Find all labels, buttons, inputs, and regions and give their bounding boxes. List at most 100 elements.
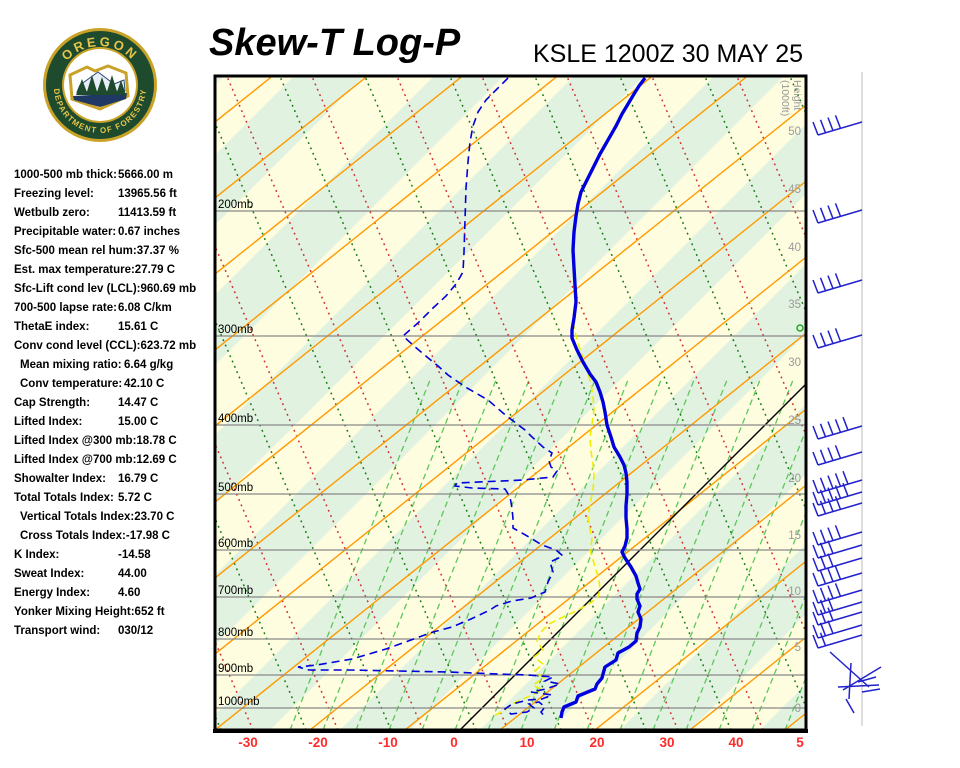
stat-row: K Index: -14.58 xyxy=(14,546,214,565)
height-axis-title: Height xyxy=(791,80,803,110)
stat-value: 0.67 inches xyxy=(118,226,181,238)
stat-value: 23.70 C xyxy=(134,511,175,523)
stat-value: 5.72 C xyxy=(118,492,152,504)
stat-label: Lifted Index @700 mb: xyxy=(14,454,137,466)
stat-row: Cross Totals Index:-17.98 C xyxy=(14,527,214,546)
dewpoint-trace xyxy=(297,77,565,718)
stat-value: 5666.00 m xyxy=(118,169,173,181)
stat-label: Wetbulb zero: xyxy=(14,207,90,219)
stat-label: Cross Totals Index: xyxy=(20,530,126,542)
stat-label: Lifted Index: xyxy=(14,416,83,428)
temperature-trace xyxy=(559,77,647,719)
stat-value: 14.47 C xyxy=(118,397,159,409)
stat-row: 700-500 lapse rate:6.08 C/km xyxy=(14,299,214,318)
stat-row: Vertical Totals Index:23.70 C xyxy=(14,508,214,527)
wind-barbs xyxy=(812,115,882,714)
svg-text:20: 20 xyxy=(589,735,604,750)
stat-value: 18.78 C xyxy=(136,435,177,447)
svg-text:5: 5 xyxy=(796,735,804,750)
svg-text:30: 30 xyxy=(659,735,674,750)
stat-row: Yonker Mixing Height:652 ft xyxy=(14,603,214,622)
svg-text:700mb: 700mb xyxy=(218,585,253,597)
stat-label: Sweat Index: xyxy=(14,568,85,580)
stat-value: 37.37 % xyxy=(136,245,179,257)
svg-text:50: 50 xyxy=(788,126,801,138)
stat-row: Est. max temperature:27.79 C xyxy=(14,261,214,280)
stat-row: ThetaE index: 15.61 C xyxy=(14,318,214,337)
svg-text:0: 0 xyxy=(795,703,801,715)
wetbulb-trace xyxy=(490,321,601,718)
stat-value: 4.60 xyxy=(118,587,141,599)
stat-row: Energy Index: 4.60 xyxy=(14,584,214,603)
stat-label: Yonker Mixing Height: xyxy=(14,606,135,618)
svg-text:35: 35 xyxy=(788,299,801,311)
stat-row: Wetbulb zero: 11413.59 ft xyxy=(14,204,214,223)
stat-label: ThetaE index: xyxy=(14,321,90,333)
stat-value: 030/12 xyxy=(118,625,154,637)
svg-text:600mb: 600mb xyxy=(218,538,253,550)
stat-label: Energy Index: xyxy=(14,587,91,599)
stat-label: Freezing level: xyxy=(14,188,94,200)
stat-value: 12.69 C xyxy=(136,454,177,466)
page-title: Skew-T Log-P xyxy=(209,22,461,64)
stat-label: Transport wind: xyxy=(14,625,101,637)
svg-text:15: 15 xyxy=(788,530,801,542)
stat-row: Total Totals Index: 5.72 C xyxy=(14,489,214,508)
stat-row: 1000-500 mb thick:5666.00 m xyxy=(14,166,214,185)
stat-label: Vertical Totals Index: xyxy=(20,511,135,523)
stat-label: K Index: xyxy=(14,549,60,561)
stat-row: Cap Strength: 14.47 C xyxy=(14,394,214,413)
stat-row: Sfc-500 mean rel hum:37.37 % xyxy=(14,242,214,261)
odf-logo: OREGON DEPARTMENT OF FORESTRY xyxy=(43,28,157,142)
logo-state-art xyxy=(68,64,130,111)
svg-text:40: 40 xyxy=(788,242,801,254)
stat-label: Conv cond level (CCL): xyxy=(14,340,141,352)
svg-text:30: 30 xyxy=(788,357,801,369)
stat-row: Transport wind: 030/12 xyxy=(14,622,214,641)
stat-label: Mean mixing ratio: xyxy=(20,359,122,371)
stat-row: Lifted Index: 15.00 C xyxy=(14,413,214,432)
stat-value: -14.58 xyxy=(118,549,151,561)
stat-row: Lifted Index @700 mb:12.69 C xyxy=(14,451,214,470)
svg-text:10: 10 xyxy=(788,586,801,598)
stat-label: Precipitable water: xyxy=(14,226,117,238)
stat-value: 652 ft xyxy=(134,606,165,618)
stat-label: Sfc-500 mean rel hum: xyxy=(14,245,137,257)
svg-text:45: 45 xyxy=(788,184,801,196)
svg-text:-20: -20 xyxy=(308,735,328,750)
stat-label: 1000-500 mb thick: xyxy=(14,169,117,181)
svg-text:0: 0 xyxy=(450,735,458,750)
zero-isotherm-line xyxy=(460,384,805,729)
stat-row: Mean mixing ratio: 6.64 g/kg xyxy=(14,356,214,375)
svg-text:200mb: 200mb xyxy=(218,199,253,211)
stats-panel: 1000-500 mb thick:5666.00 m Freezing leve… xyxy=(14,166,214,641)
svg-text:25: 25 xyxy=(788,415,801,427)
sounding-id-title: KSLE 1200Z 30 MAY 25 xyxy=(533,40,804,68)
height-axis-title-units: (1000ft) xyxy=(779,80,791,116)
stat-value: 16.79 C xyxy=(118,473,159,485)
svg-text:40: 40 xyxy=(728,735,743,750)
stat-value: 623.72 mb xyxy=(140,340,197,352)
red-dotted-lines xyxy=(216,77,805,729)
stat-row: Lifted Index @300 mb:18.78 C xyxy=(14,432,214,451)
stat-value: -17.98 C xyxy=(125,530,170,542)
temperature-axis-labels: -30 -20 -10 0 10 20 30 40 5 xyxy=(238,735,804,750)
stat-row: Sweat Index: 44.00 xyxy=(14,565,214,584)
svg-text:800mb: 800mb xyxy=(218,627,253,639)
stat-label: 700-500 lapse rate: xyxy=(14,302,117,314)
stat-label: Cap Strength: xyxy=(14,397,91,409)
stat-label: Lifted Index @300 mb: xyxy=(14,435,137,447)
svg-text:20: 20 xyxy=(788,473,801,485)
stat-value: 6.64 g/kg xyxy=(124,359,174,371)
svg-text:300mb: 300mb xyxy=(218,324,253,336)
stat-value: 44.00 xyxy=(118,568,147,580)
stat-value: 960.69 mb xyxy=(140,283,197,295)
stat-row: Showalter Index: 16.79 C xyxy=(14,470,214,489)
marker-circle xyxy=(796,324,804,332)
stat-value: 11413.59 ft xyxy=(118,207,177,219)
stat-value: 15.61 C xyxy=(118,321,159,333)
svg-text:-30: -30 xyxy=(238,735,258,750)
svg-text:1000mb: 1000mb xyxy=(218,696,260,708)
stat-label: Conv temperature: xyxy=(20,378,123,390)
